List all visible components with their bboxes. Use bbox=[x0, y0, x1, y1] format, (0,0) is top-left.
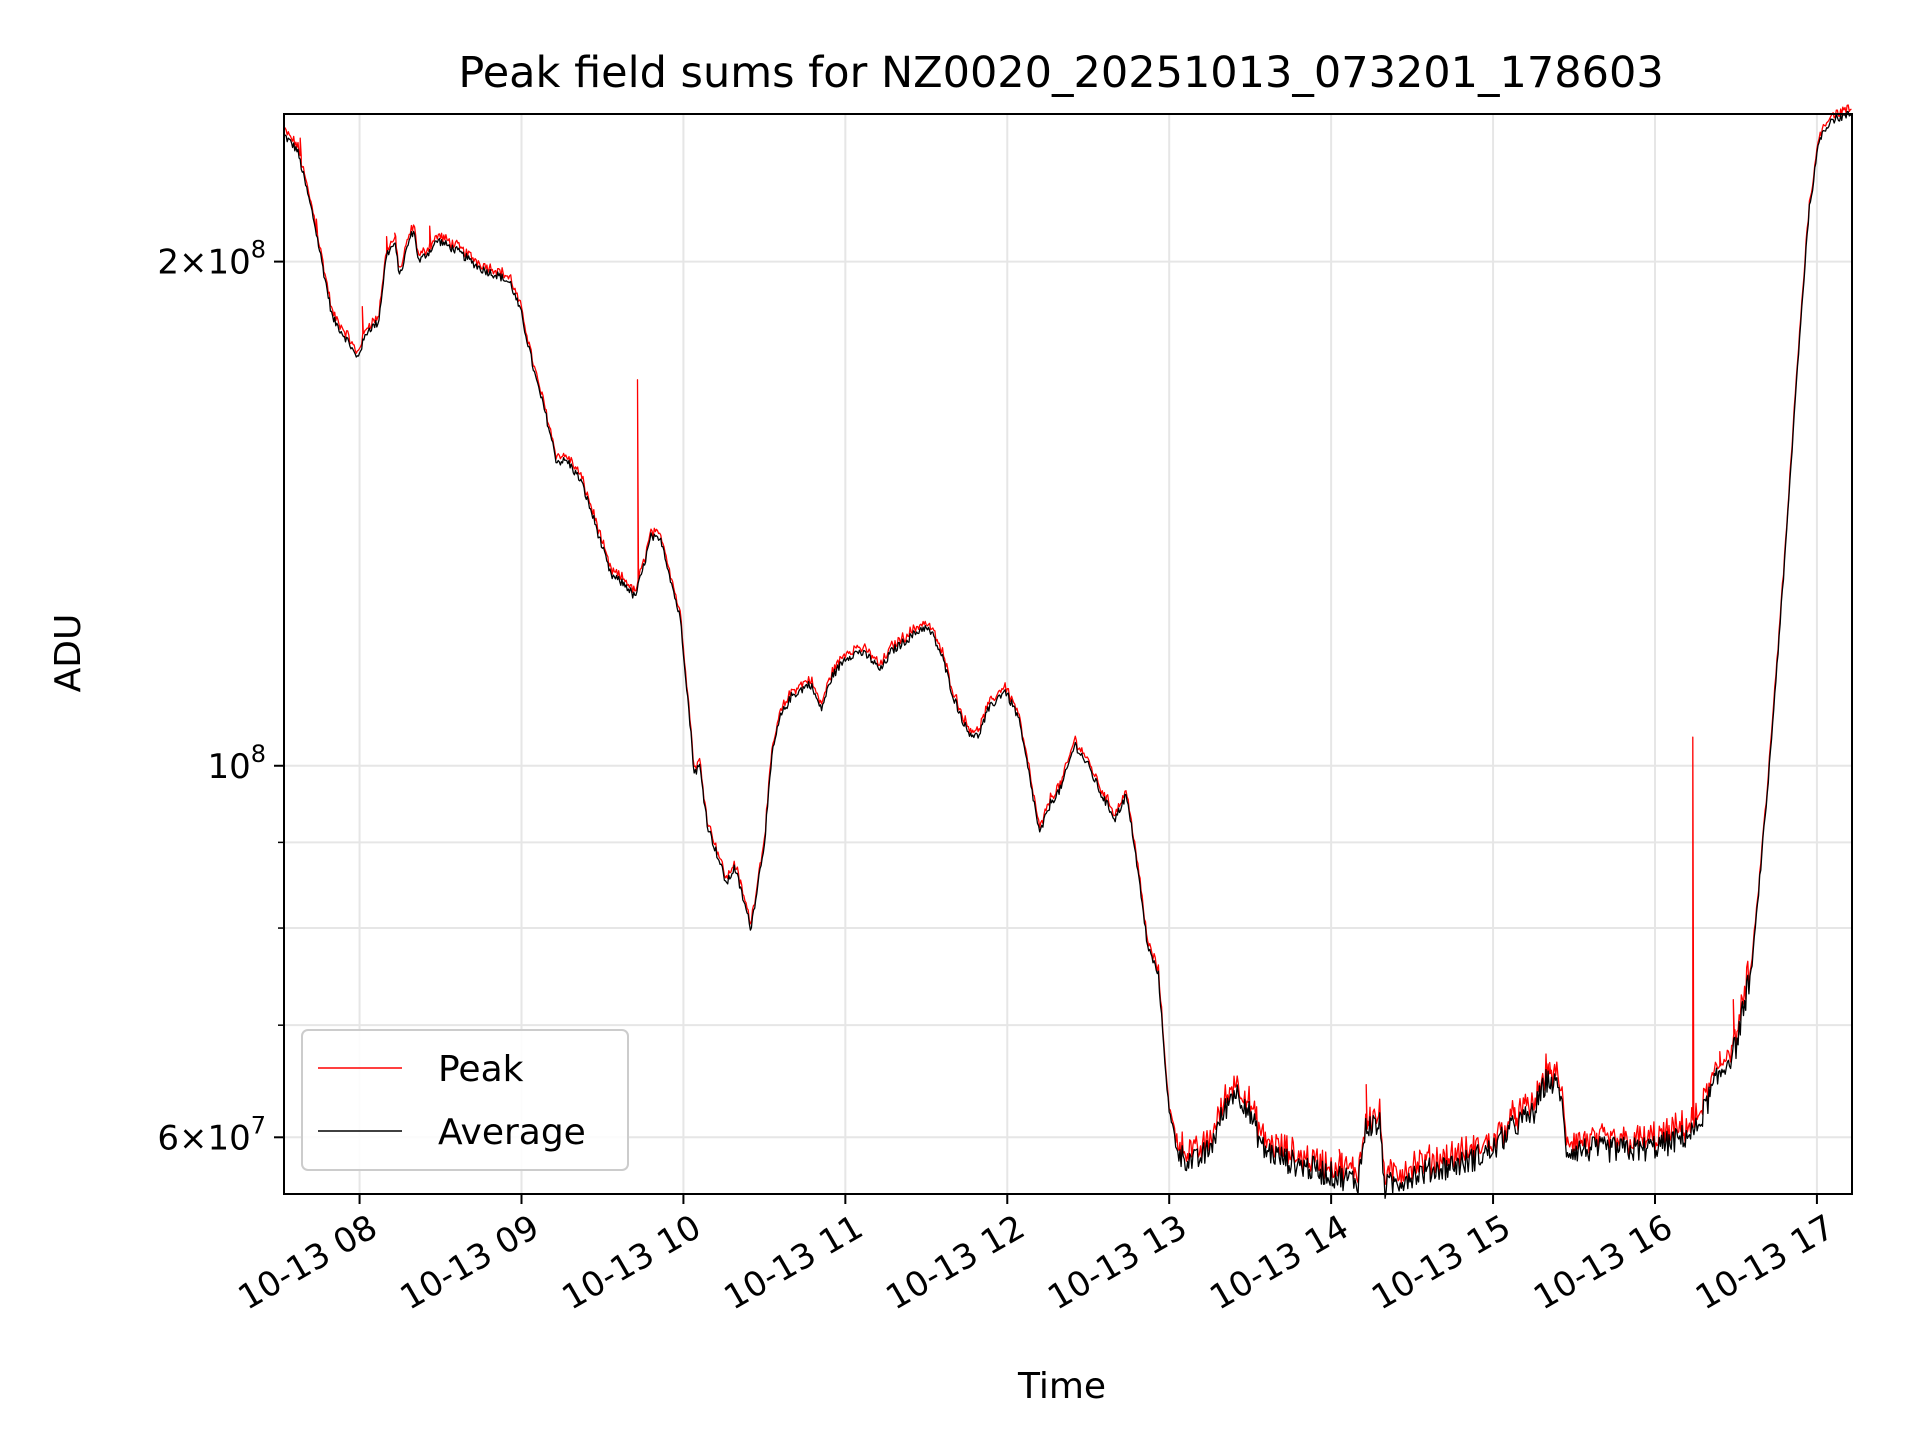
y-tick-label: 6×107 bbox=[157, 1111, 266, 1158]
legend-box bbox=[301, 1029, 629, 1171]
y-axis-label: ADU bbox=[48, 614, 89, 693]
x-axis-label: Time bbox=[1017, 1366, 1106, 1407]
legend-label-average: Average bbox=[438, 1112, 586, 1153]
series-layer bbox=[283, 104, 1853, 1199]
plot-frame bbox=[283, 113, 1853, 1195]
legend-label-peak: Peak bbox=[438, 1049, 524, 1090]
series-line-average bbox=[283, 110, 1853, 1199]
series-line-peak bbox=[283, 104, 1852, 1187]
chart-title: Peak field sums for NZ0020_20251013_0732… bbox=[458, 48, 1663, 98]
grid bbox=[284, 114, 1852, 1194]
y-tick-label: 2×108 bbox=[157, 236, 266, 283]
legend: Peak Average bbox=[301, 1029, 629, 1171]
